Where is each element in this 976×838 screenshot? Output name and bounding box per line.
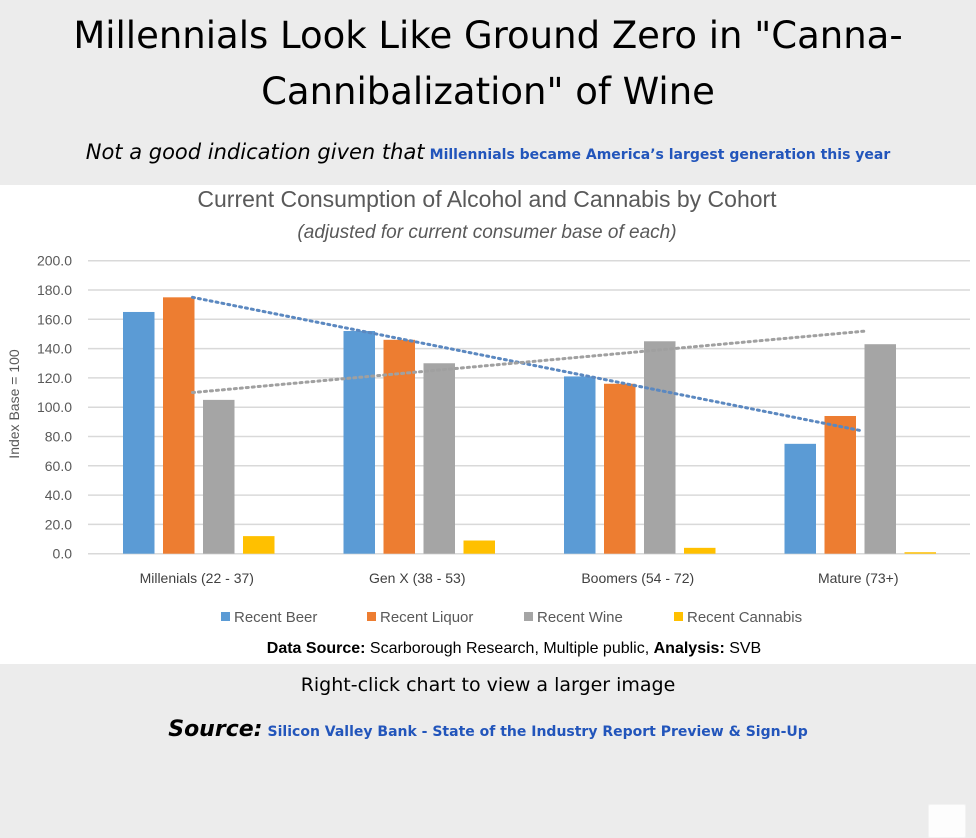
y-tick-label: 40.0 (45, 487, 72, 503)
y-tick-label: 20.0 (45, 516, 72, 532)
y-axis-label: Index Base = 100 (6, 349, 22, 459)
analysis-label: Analysis: (654, 640, 725, 657)
y-tick-label: 0.0 (53, 546, 73, 562)
data-source-text: Scarborough Research, Multiple public, (365, 640, 653, 657)
y-tick-label: 200.0 (37, 253, 72, 269)
headline-line-1: Millennials Look Like Ground Zero in "Ca… (73, 14, 903, 57)
trendline-recent-wine (191, 329, 868, 395)
legend-swatch-liquor (367, 612, 376, 621)
data-source-note: Data Source: Scarborough Research, Multi… (267, 640, 761, 657)
legend-label-wine: Recent Wine (537, 609, 623, 626)
gridlines (88, 259, 970, 555)
svb-report-link[interactable]: Silicon Valley Bank - State of the Indus… (267, 724, 808, 740)
y-tick-label: 100.0 (37, 399, 72, 415)
bar-wine (203, 399, 235, 554)
trendlines (191, 295, 868, 433)
bar-wine (864, 344, 896, 554)
source-label: Source: (168, 717, 263, 742)
analysis-text: SVB (725, 640, 761, 657)
headline-line-2: Cannibalization" of Wine (261, 70, 715, 113)
chart-panel[interactable]: Current Consumption of Alcohol and Canna… (0, 185, 976, 838)
bars (123, 297, 936, 554)
bar-cannabis (463, 540, 495, 554)
y-tick-label: 180.0 (37, 282, 72, 298)
legend-label-cannabis: Recent Cannabis (687, 609, 802, 626)
expand-widget[interactable] (928, 804, 966, 838)
bar-chart: Current Consumption of Alcohol and Canna… (6, 186, 970, 657)
legend-label-liquor: Recent Liquor (380, 609, 473, 626)
category-label: Boomers (54 - 72) (581, 570, 694, 586)
bar-wine (644, 341, 676, 554)
legend-label-beer: Recent Beer (234, 609, 317, 626)
bar-liquor (824, 415, 856, 554)
trendline-recent-liquor (191, 295, 863, 433)
chart-title: Current Consumption of Alcohol and Canna… (197, 186, 777, 212)
legend-swatch-wine (524, 612, 533, 621)
bar-wine (423, 363, 455, 554)
y-tick-label: 120.0 (37, 370, 72, 386)
bar-beer (343, 331, 375, 554)
bar-cannabis (904, 552, 936, 554)
right-click-hint: Right-click chart to view a larger image (300, 674, 676, 696)
y-tick-label: 60.0 (45, 458, 72, 474)
data-source-label: Data Source: (267, 640, 366, 657)
bar-beer (123, 311, 155, 554)
chart-subtitle: (adjusted for current consumer base of e… (297, 222, 676, 243)
legend-swatch-cannabis (674, 612, 683, 621)
subheadline: Not a good indication given that Millenn… (0, 140, 976, 164)
category-label: Millenials (22 - 37) (140, 570, 254, 586)
legend: Recent Beer Recent Liquor Recent Wine Recen… (221, 609, 802, 626)
y-tick-label: 80.0 (45, 429, 72, 445)
category-label: Gen X (38 - 53) (369, 570, 466, 586)
millennials-article-link[interactable]: Millennials became America’s largest gen… (429, 147, 891, 163)
bar-beer (784, 443, 816, 554)
category-label: Mature (73+) (818, 570, 899, 586)
subheadline-text: Not a good indication given that (85, 140, 425, 164)
legend-swatch-beer (221, 612, 230, 621)
bar-cannabis (243, 536, 275, 554)
bar-liquor (163, 297, 195, 554)
source-line: Source: Silicon Valley Bank - State of t… (0, 717, 976, 742)
category-labels: Millenials (22 - 37) Gen X (38 - 53) Boome… (140, 570, 899, 586)
y-tick-label: 160.0 (37, 311, 72, 327)
y-tick-label: 140.0 (37, 341, 72, 357)
bar-beer (564, 376, 596, 554)
bar-liquor (604, 383, 636, 554)
y-tick-labels: 0.0 20.0 40.0 60.0 80.0 100.0 120.0 140.0 160.0 1… (37, 253, 72, 562)
bar-cannabis (684, 547, 716, 554)
headline: Millennials Look Like Ground Zero in "Ca… (0, 8, 976, 120)
